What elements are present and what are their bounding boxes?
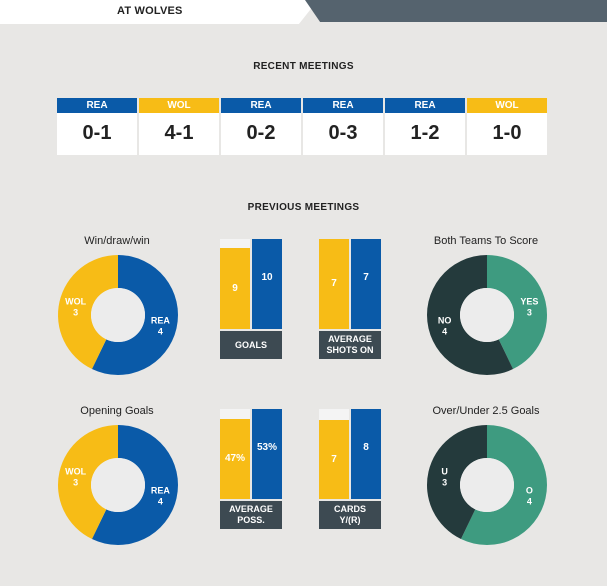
donut-wol-value: 3	[73, 307, 78, 317]
previous-meetings-title: PREVIOUS MEETINGS	[247, 202, 360, 213]
rea-bar	[351, 409, 381, 499]
recent-meeting-score: 1-0	[492, 122, 522, 144]
recent-meeting-score: 0-1	[82, 122, 112, 144]
goals-caption: GOALS	[220, 331, 282, 359]
recent-meeting-team: WOL	[139, 98, 219, 113]
donut-wol-value: 3	[73, 477, 78, 487]
recent-meetings-title: RECENT MEETINGS	[253, 61, 354, 72]
wol-bar-value: 7	[331, 453, 337, 465]
donut-hole	[460, 458, 514, 512]
donut-u-value: 3	[442, 477, 447, 487]
donut-rea-label: REA	[151, 486, 171, 496]
recent-meeting-score: 1-2	[410, 122, 440, 144]
donut-wol-label: WOL	[65, 296, 86, 306]
wol-bar-value: 47%	[224, 453, 245, 464]
bar-caption-line: SHOTS ON	[326, 345, 374, 355]
bar-caption-line: Y/(R)	[339, 515, 361, 525]
bar-caption-line: GOALS	[234, 339, 267, 350]
donut-segment-yes	[487, 255, 547, 370]
cards-caption: CARDS Y/(R)	[319, 501, 381, 529]
shots-on-caption: AVERAGE SHOTS ON	[319, 331, 381, 359]
donut-segment-rea	[91, 255, 178, 375]
rea-bar-value: 7	[363, 272, 369, 283]
recent-meeting-card: WOL 4-1	[139, 98, 219, 155]
recent-meeting-card: REA 1-2	[385, 98, 465, 155]
donut-o-value: 4	[527, 497, 532, 507]
bar-caption-line: POSS.	[237, 515, 265, 525]
donut-yes-label: YES	[520, 296, 538, 306]
wol-bar	[220, 248, 250, 329]
goals-bars: 9 10	[220, 239, 282, 329]
donut-segment-wol	[58, 255, 118, 370]
rea-bar-value: 53%	[256, 442, 277, 453]
donut-yes-value: 3	[527, 307, 532, 317]
donut-o-label: O	[526, 486, 533, 496]
recent-meeting-card: REA 0-3	[303, 98, 383, 155]
header-tab	[0, 0, 318, 24]
rea-bar	[252, 239, 282, 329]
donut-segment-wol	[58, 425, 118, 540]
donut-hole	[460, 288, 514, 342]
donut-no-value: 4	[442, 327, 447, 337]
recent-meeting-score: 4-1	[164, 122, 194, 144]
recent-meeting-score: 0-3	[328, 122, 358, 144]
over-under-title: Over/Under 2.5 Goals	[432, 405, 540, 417]
donut-rea-label: REA	[151, 316, 171, 326]
rea-bar	[351, 239, 381, 329]
wol-bar	[319, 420, 349, 499]
donut-u-label: U	[441, 466, 448, 476]
donut-segment-rea	[91, 425, 178, 545]
header-title: AT WOLVES	[117, 5, 183, 17]
bar-caption-line: AVERAGE	[229, 504, 273, 514]
bar-remainder	[319, 409, 349, 420]
donut-wol-label: WOL	[65, 466, 86, 476]
recent-meeting-card: REA 0-2	[221, 98, 301, 155]
recent-meeting-card: WOL 1-0	[467, 98, 547, 155]
wol-bar-value: 7	[331, 278, 337, 289]
rea-bar-value: 10	[261, 272, 273, 283]
donut-rea-value: 4	[158, 327, 163, 337]
rea-bar-value: 8	[363, 442, 369, 453]
wol-bar	[220, 419, 250, 499]
btts-title: Both Teams To Score	[433, 235, 539, 247]
recent-meeting-team: REA	[57, 98, 137, 113]
bar-remainder	[220, 409, 250, 419]
donut-segment-o	[460, 425, 547, 545]
over-under-chart: O4 U3	[427, 425, 547, 545]
donut-no-label: NO	[438, 316, 452, 326]
recent-meeting-score: 0-2	[246, 122, 276, 144]
bar-caption-line: AVERAGE	[328, 334, 372, 344]
donut-hole	[91, 458, 145, 512]
donut-hole	[91, 288, 145, 342]
recent-meeting-card: REA 0-1	[57, 98, 137, 155]
recent-meeting-team: REA	[303, 98, 383, 113]
opening-goals-title: Opening Goals	[80, 405, 154, 417]
bar-remainder	[220, 239, 250, 248]
donut-segment-no	[427, 255, 514, 375]
recent-meeting-team: WOL	[467, 98, 547, 113]
wol-bar	[319, 239, 349, 329]
wol-bar-value: 9	[232, 282, 238, 294]
header-bar	[305, 0, 607, 22]
possession-caption: AVERAGE POSS.	[220, 501, 282, 529]
win-draw-win-title: Win/draw/win	[84, 235, 150, 247]
recent-meeting-team: REA	[221, 98, 301, 113]
donut-rea-value: 4	[158, 497, 163, 507]
donut-segment-u	[427, 425, 487, 540]
rea-bar	[252, 409, 282, 499]
bar-caption-line: CARDS	[333, 504, 366, 514]
recent-meeting-team: REA	[385, 98, 465, 113]
possession-bars: 47% 53%	[220, 409, 282, 499]
